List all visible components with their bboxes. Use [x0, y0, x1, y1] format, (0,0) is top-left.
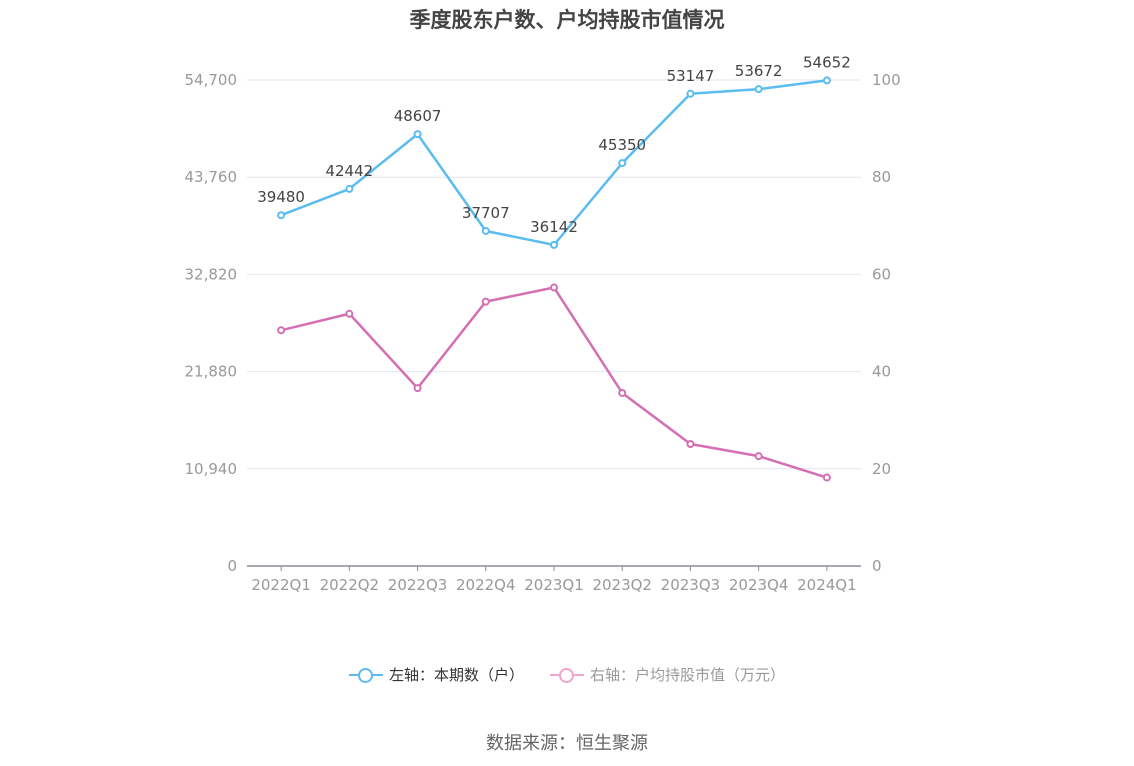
- left-tick-label: 0: [227, 557, 237, 575]
- right-tick-label: 80: [872, 168, 891, 186]
- legend-label-households: 左轴：本期数（户）: [388, 666, 524, 684]
- series-1-point: [686, 89, 695, 98]
- series-1-point: [345, 184, 354, 193]
- series-2-point: [277, 326, 286, 335]
- series-1-point: [481, 226, 490, 235]
- x-axis-ticks: 2022Q1 2022Q2 2022Q3 2022Q4 2023Q1 2023Q2 2023…: [251, 576, 856, 594]
- left-tick-label: 43,760: [185, 168, 238, 186]
- data-label: 54652: [803, 53, 851, 71]
- series-1-point: [618, 159, 627, 168]
- x-tick-label: 2022Q3: [388, 576, 448, 594]
- data-labels: 39480 42442 48607 37707 36142 45350 53147 53672…: [257, 53, 850, 235]
- right-tick-label: 0: [872, 557, 882, 575]
- right-tick-label: 40: [872, 363, 891, 381]
- chart-title: 季度股东户数、户均持股市值情况: [409, 8, 725, 32]
- right-tick-label: 100: [872, 71, 901, 89]
- x-tick-label: 2023Q2: [592, 576, 652, 594]
- data-label: 36142: [530, 218, 578, 236]
- left-tick-label: 32,820: [185, 265, 238, 283]
- x-tick-label: 2022Q4: [456, 576, 516, 594]
- x-tick-label: 2023Q4: [729, 576, 789, 594]
- series-line-2: [280, 286, 828, 479]
- left-tick-label: 21,880: [185, 363, 238, 381]
- left-axis-ticks: 0 10,940 21,880 32,820 43,760 54,700: [185, 71, 238, 575]
- data-label: 42442: [325, 162, 373, 180]
- right-axis-ticks: 0 20 40 60 80 100: [872, 71, 901, 575]
- right-tick-label: 20: [872, 460, 891, 478]
- legend: 左轴：本期数（户） 右轴：户均持股市值（万元）: [0, 664, 1134, 685]
- right-tick-label: 60: [872, 265, 891, 283]
- legend-item-households[interactable]: 左轴：本期数（户）: [348, 664, 524, 685]
- x-tick-label: 2023Q3: [661, 576, 721, 594]
- axes: [247, 565, 861, 571]
- legend-label-market-value: 右轴：户均持股市值（万元）: [590, 666, 786, 684]
- source-note: 数据来源：恒生聚源: [486, 733, 648, 754]
- series-1-point: [822, 76, 831, 85]
- grid-lines: [247, 79, 861, 470]
- series-2-point: [822, 473, 831, 482]
- data-label: 39480: [257, 188, 305, 206]
- x-tick-label: 2023Q1: [524, 576, 584, 594]
- legend-line-circle-icon: [348, 667, 383, 683]
- series-1-point: [413, 130, 422, 139]
- series-1-point: [277, 211, 286, 220]
- series-2-point: [345, 309, 354, 318]
- legend-item-market-value[interactable]: 右轴：户均持股市值（万元）: [550, 664, 785, 685]
- series-2-point: [413, 384, 422, 393]
- series-2-point: [686, 440, 695, 449]
- data-label: 48607: [394, 107, 442, 125]
- left-tick-label: 54,700: [185, 71, 238, 89]
- series-1-point: [754, 85, 763, 94]
- series-1-point: [550, 240, 558, 249]
- x-tick-label: 2024Q1: [797, 576, 857, 594]
- series-2-point: [481, 297, 490, 306]
- data-label: 53147: [667, 67, 715, 85]
- x-tick-label: 2022Q1: [251, 576, 311, 594]
- legend-line-circle-icon: [550, 667, 584, 683]
- series-2-point: [618, 388, 627, 397]
- data-label: 37707: [462, 204, 510, 222]
- series-2-point: [550, 283, 558, 292]
- x-tick-label: 2022Q2: [320, 576, 380, 594]
- series: [277, 76, 831, 482]
- data-label: 45350: [598, 136, 646, 154]
- left-tick-label: 10,940: [185, 460, 238, 478]
- data-label: 53672: [735, 62, 783, 80]
- series-2-point: [754, 452, 763, 461]
